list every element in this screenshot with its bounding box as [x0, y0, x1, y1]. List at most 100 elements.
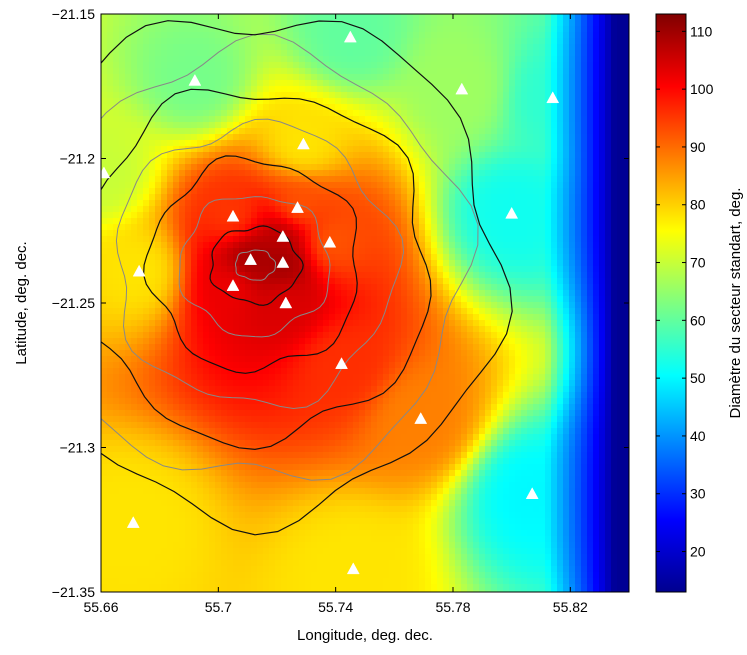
heatmap-cell [347, 236, 354, 243]
heatmap-cell [515, 272, 522, 279]
heatmap-cell [227, 320, 234, 327]
heatmap-cell [287, 110, 294, 117]
heatmap-cell [155, 206, 162, 213]
heatmap-cell [617, 248, 624, 255]
heatmap-cell [101, 128, 108, 135]
heatmap-cell [395, 152, 402, 159]
heatmap-cell [329, 116, 336, 123]
heatmap-cell [611, 344, 618, 351]
heatmap-cell [215, 128, 222, 135]
heatmap-cell [503, 104, 510, 111]
heatmap-cell [503, 224, 510, 231]
heatmap-cell [395, 98, 402, 105]
heatmap-cell [119, 278, 126, 285]
heatmap-cell [425, 260, 432, 267]
heatmap-cell [299, 350, 306, 357]
heatmap-cell [281, 32, 288, 39]
heatmap-cell [497, 254, 504, 261]
heatmap-cell [323, 188, 330, 195]
heatmap-cell [437, 224, 444, 231]
heatmap-cell [233, 242, 240, 249]
heatmap-cell [491, 110, 498, 117]
heatmap-cell [413, 146, 420, 153]
heatmap-cell [329, 80, 336, 87]
heatmap-cell [143, 74, 150, 81]
heatmap-cell [551, 134, 558, 141]
heatmap-cell [317, 86, 324, 93]
heatmap-cell [389, 260, 396, 267]
heatmap-cell [257, 134, 264, 141]
heatmap-cell [563, 326, 570, 333]
heatmap-cell [503, 260, 510, 267]
heatmap-cell [605, 68, 612, 75]
heatmap-cell [347, 194, 354, 201]
heatmap-cell [281, 86, 288, 93]
heatmap-cell [137, 158, 144, 165]
heatmap-cell [527, 176, 534, 183]
heatmap-cell [167, 350, 174, 357]
heatmap-cell [545, 116, 552, 123]
heatmap-cell [239, 350, 246, 357]
heatmap-cell [485, 146, 492, 153]
heatmap-cell [461, 188, 468, 195]
heatmap-cell [215, 272, 222, 279]
heatmap-cell [215, 278, 222, 285]
heatmap-cell [533, 188, 540, 195]
heatmap-cell [419, 26, 426, 33]
heatmap-cell [119, 314, 126, 321]
heatmap-cell [605, 188, 612, 195]
heatmap-cell [245, 344, 252, 351]
heatmap-cell [203, 206, 210, 213]
heatmap-cell [491, 170, 498, 177]
heatmap-cell [221, 230, 228, 237]
heatmap-cell [365, 332, 372, 339]
heatmap-cell [551, 188, 558, 195]
heatmap-cell [299, 344, 306, 351]
heatmap-cell [395, 68, 402, 75]
heatmap-cell [563, 284, 570, 291]
heatmap-cell [233, 302, 240, 309]
heatmap-cell [401, 164, 408, 171]
heatmap-cell [245, 320, 252, 327]
heatmap-cell [131, 224, 138, 231]
heatmap-cell [533, 212, 540, 219]
heatmap-cell [341, 62, 348, 69]
heatmap-cell [167, 266, 174, 273]
heatmap-cell [305, 80, 312, 87]
heatmap-cell [305, 50, 312, 57]
heatmap-cell [131, 248, 138, 255]
heatmap-cell [389, 296, 396, 303]
heatmap-cell [215, 32, 222, 39]
heatmap-cell [623, 20, 629, 27]
heatmap-cell [245, 80, 252, 87]
heatmap-cell [533, 326, 540, 333]
heatmap-cell [341, 338, 348, 345]
heatmap-cell [461, 104, 468, 111]
heatmap-cell [401, 110, 408, 117]
heatmap-cell [383, 278, 390, 285]
heatmap-cell [611, 14, 618, 21]
heatmap-cell [329, 206, 336, 213]
heatmap-cell [107, 182, 114, 189]
heatmap-cell [509, 110, 516, 117]
heatmap-cell [293, 320, 300, 327]
heatmap-cell [269, 278, 276, 285]
heatmap-cell [413, 176, 420, 183]
heatmap-cell [587, 194, 594, 201]
heatmap-cell [191, 296, 198, 303]
heatmap-cell [563, 80, 570, 87]
heatmap-cell [287, 224, 294, 231]
heatmap-cell [473, 170, 480, 177]
heatmap-cell [311, 206, 318, 213]
heatmap-cell [473, 44, 480, 51]
heatmap-cell [167, 206, 174, 213]
heatmap-cell [341, 98, 348, 105]
heatmap-cell [587, 188, 594, 195]
heatmap-cell [617, 62, 624, 69]
heatmap-cell [449, 110, 456, 117]
heatmap-cell [461, 56, 468, 63]
heatmap-cell [509, 32, 516, 39]
heatmap-cell [443, 32, 450, 39]
heatmap-cell [353, 230, 360, 237]
heatmap-cell [461, 80, 468, 87]
